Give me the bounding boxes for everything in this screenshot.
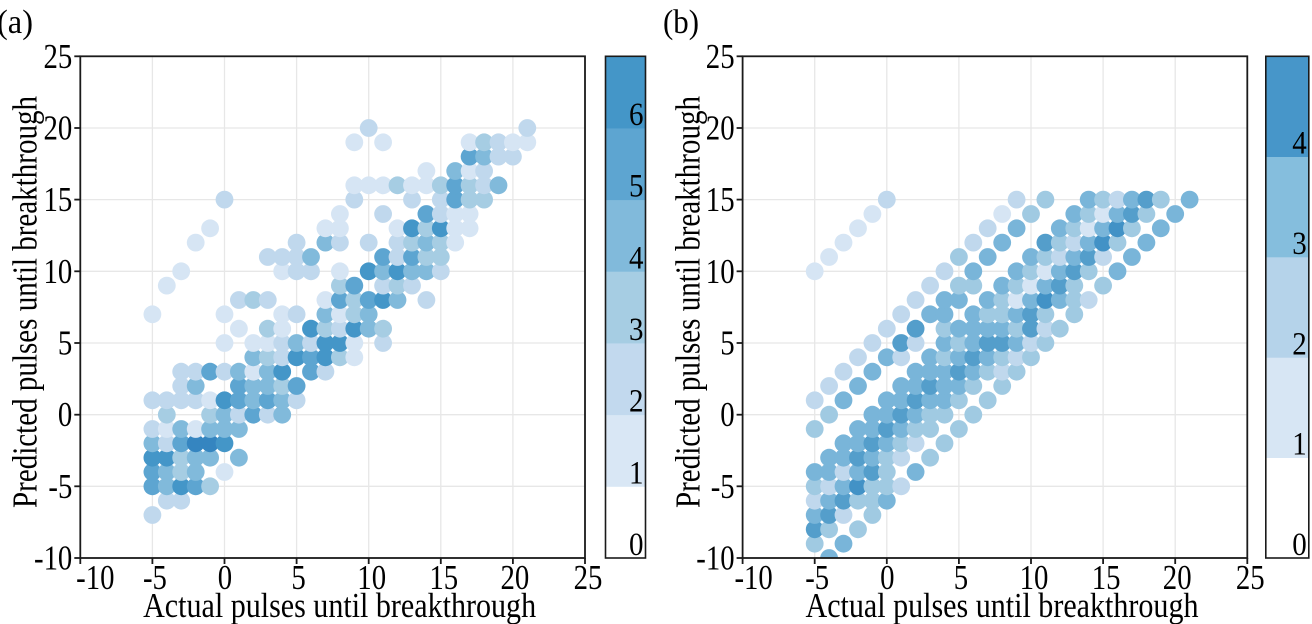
svg-text:25: 25	[574, 558, 603, 597]
svg-text:(a): (a)	[0, 4, 33, 41]
svg-text:-5: -5	[805, 558, 829, 597]
svg-text:25: 25	[1236, 558, 1265, 597]
svg-text:3: 3	[629, 312, 644, 348]
svg-text:15: 15	[706, 180, 735, 219]
svg-text:25: 25	[44, 37, 73, 76]
svg-text:10: 10	[357, 558, 386, 597]
svg-text:-5: -5	[48, 467, 72, 506]
svg-text:10: 10	[44, 252, 73, 291]
svg-text:5: 5	[58, 324, 72, 363]
svg-text:Predicted pulses until breakth: Predicted pulses until breakthrough	[669, 96, 708, 508]
svg-text:0: 0	[218, 558, 232, 597]
svg-text:-5: -5	[711, 467, 735, 506]
svg-text:0: 0	[1292, 527, 1307, 563]
svg-text:(b): (b)	[663, 4, 699, 41]
svg-text:15: 15	[44, 180, 73, 219]
svg-text:1: 1	[1292, 427, 1307, 463]
svg-text:-10: -10	[734, 558, 772, 597]
svg-text:-5: -5	[143, 558, 167, 597]
svg-text:2: 2	[629, 384, 644, 420]
svg-text:-10: -10	[696, 539, 734, 578]
svg-text:10: 10	[706, 252, 735, 291]
svg-text:Actual pulses until breakthrou: Actual pulses until breakthrough	[806, 586, 1199, 624]
svg-text:15: 15	[429, 558, 458, 597]
svg-text:5: 5	[720, 324, 734, 363]
svg-text:5: 5	[629, 169, 644, 205]
svg-text:20: 20	[44, 109, 73, 148]
svg-text:1: 1	[629, 455, 644, 491]
svg-text:0: 0	[58, 395, 72, 434]
svg-text:0: 0	[720, 395, 734, 434]
svg-text:3: 3	[1292, 226, 1307, 262]
svg-text:0: 0	[880, 558, 894, 597]
svg-text:4: 4	[629, 240, 644, 276]
svg-text:0: 0	[629, 527, 644, 563]
svg-text:-10: -10	[76, 558, 114, 597]
svg-text:25: 25	[706, 37, 735, 76]
svg-text:4: 4	[1292, 126, 1307, 162]
svg-text:Predicted pulses until breakth: Predicted pulses until breakthrough	[5, 96, 44, 508]
svg-text:-10: -10	[34, 539, 72, 578]
svg-text:20: 20	[706, 109, 735, 148]
svg-text:20: 20	[501, 558, 530, 597]
svg-text:2: 2	[1292, 326, 1307, 362]
svg-text:5: 5	[954, 558, 968, 597]
svg-text:10: 10	[1020, 558, 1049, 597]
svg-text:5: 5	[291, 558, 305, 597]
svg-text:20: 20	[1163, 558, 1192, 597]
svg-text:15: 15	[1092, 558, 1121, 597]
svg-text:6: 6	[629, 97, 644, 133]
svg-text:Actual pulses until breakthrou: Actual pulses until breakthrough	[143, 586, 536, 624]
